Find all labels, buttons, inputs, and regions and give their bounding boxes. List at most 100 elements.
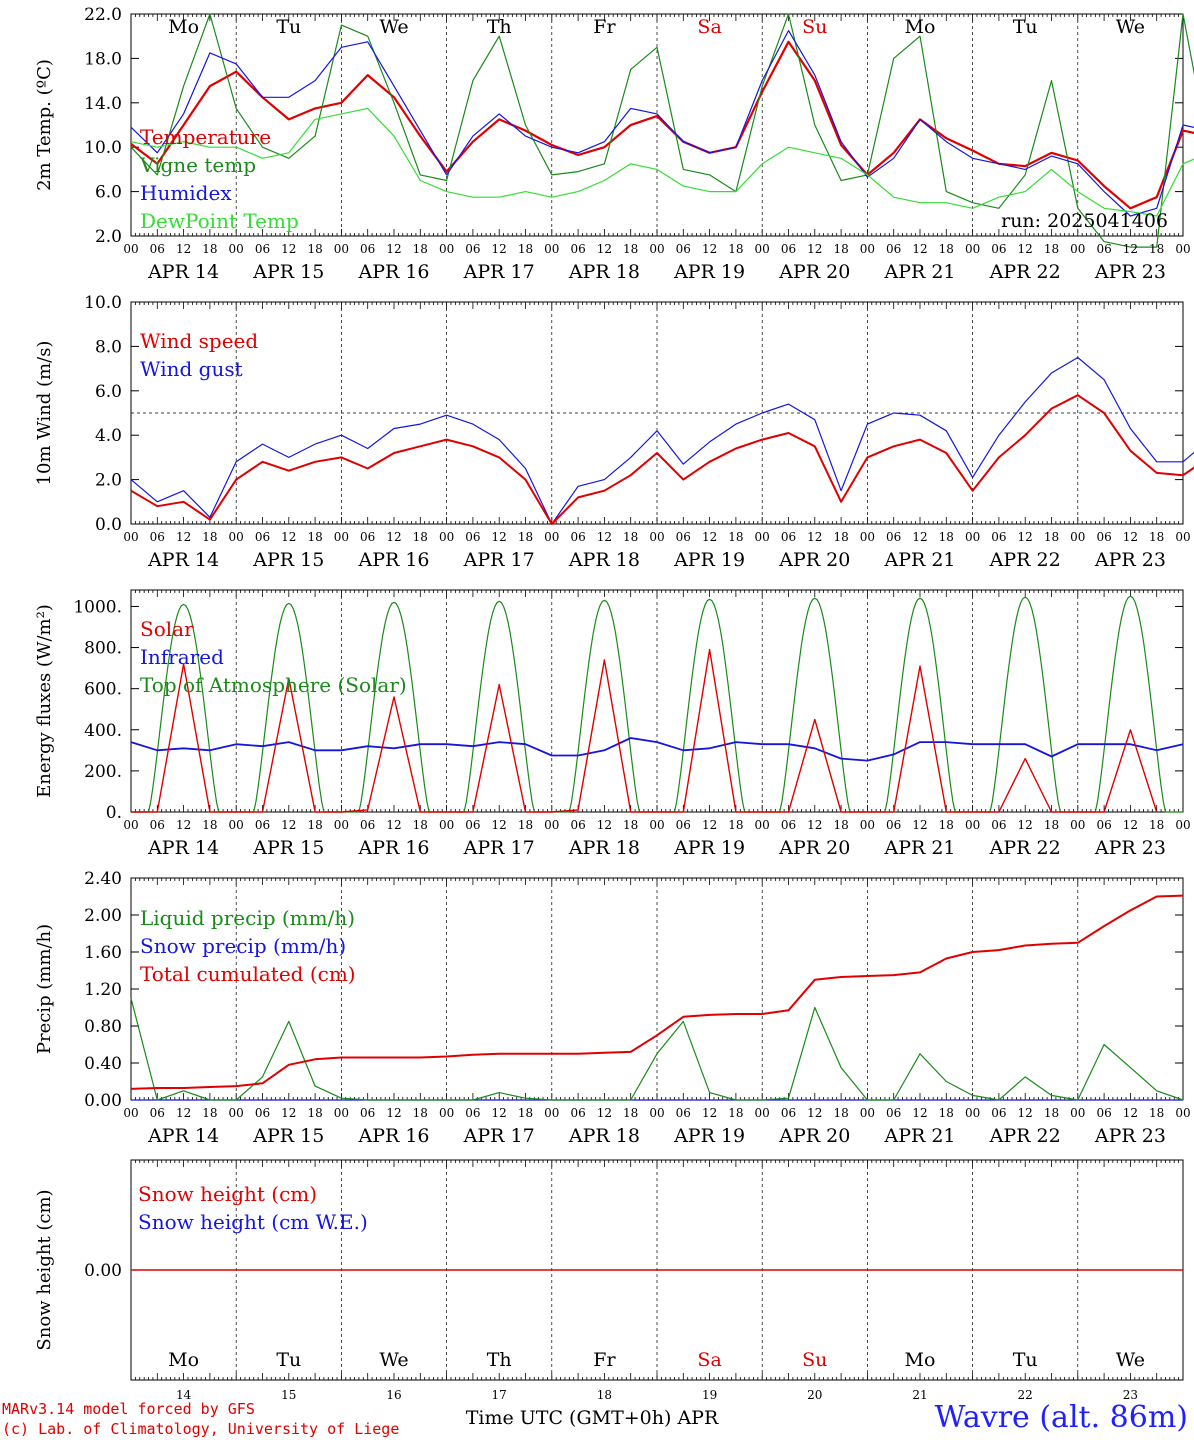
hour-tick-label: 12 bbox=[1018, 1106, 1033, 1120]
hour-tick-label: 18 bbox=[623, 530, 638, 544]
hour-tick-label: 00 bbox=[123, 818, 138, 832]
weekday-label: Mo bbox=[905, 1349, 936, 1371]
hour-tick-label: 18 bbox=[939, 818, 954, 832]
hour-tick-label: 06 bbox=[570, 818, 585, 832]
y-tick-label: 6.0 bbox=[95, 382, 122, 402]
hour-tick-label: 00 bbox=[439, 530, 454, 544]
weekday-label: We bbox=[1116, 1349, 1145, 1371]
hour-tick-label: 12 bbox=[281, 242, 296, 256]
hour-tick-label: 18 bbox=[413, 242, 428, 256]
hour-tick-label: 06 bbox=[781, 242, 796, 256]
hour-tick-label: 00 bbox=[965, 530, 980, 544]
hour-tick-label: 18 bbox=[202, 242, 217, 256]
hour-tick-label: 12 bbox=[1123, 818, 1138, 832]
hour-tick-label: 18 bbox=[518, 530, 533, 544]
y-axis-label-5: Snow height (cm) bbox=[34, 1189, 55, 1350]
hour-tick-label: 00 bbox=[965, 242, 980, 256]
hour-tick-label: 18 bbox=[939, 1106, 954, 1120]
date-label: APR 18 bbox=[568, 1125, 640, 1147]
hour-tick-label: 06 bbox=[150, 530, 165, 544]
series-vigne-temp bbox=[130, 13, 1194, 248]
y-axis-label-4: Precip (mm/h) bbox=[34, 924, 55, 1054]
hour-tick-label: 00 bbox=[439, 242, 454, 256]
series-toa-day bbox=[341, 601, 447, 813]
hour-tick-label: 00 bbox=[123, 530, 138, 544]
hour-tick-label: 12 bbox=[281, 1106, 296, 1120]
hour-tick-label: 06 bbox=[676, 242, 691, 256]
hour-tick-label: 06 bbox=[676, 530, 691, 544]
y-tick-label: 0.0 bbox=[95, 515, 122, 535]
hour-tick-label: 00 bbox=[1175, 1106, 1190, 1120]
hour-tick-label: 18 bbox=[1149, 1106, 1164, 1120]
y-tick-label: 1000. bbox=[73, 597, 122, 617]
hour-tick-label: 00 bbox=[649, 242, 664, 256]
hour-tick-label: 18 bbox=[413, 530, 428, 544]
hour-tick-label: 12 bbox=[807, 1106, 822, 1120]
hour-tick-label: 06 bbox=[886, 242, 901, 256]
date-label: APR 18 bbox=[568, 261, 640, 283]
hour-tick-label: 06 bbox=[1096, 242, 1111, 256]
y-tick-label: 1.20 bbox=[84, 980, 122, 1000]
day-number-label: 19 bbox=[702, 1388, 717, 1402]
hour-tick-label: 00 bbox=[1070, 530, 1085, 544]
hour-tick-label: 18 bbox=[833, 530, 848, 544]
date-label: APR 23 bbox=[1094, 1125, 1166, 1147]
hour-tick-label: 06 bbox=[360, 1106, 375, 1120]
hour-tick-label: 12 bbox=[597, 242, 612, 256]
model-credit: MARv3.14 model forced by GFS bbox=[2, 1400, 255, 1418]
hour-tick-label: 12 bbox=[912, 1106, 927, 1120]
hour-tick-label: 06 bbox=[150, 1106, 165, 1120]
y-tick-label: 0.40 bbox=[84, 1054, 122, 1074]
hour-tick-label: 00 bbox=[229, 530, 244, 544]
y-tick-label: 6.0 bbox=[95, 183, 122, 203]
hour-tick-label: 12 bbox=[912, 242, 927, 256]
hour-tick-label: 00 bbox=[860, 818, 875, 832]
series-total-cumulated bbox=[130, 894, 1184, 1090]
hour-tick-label: 00 bbox=[965, 1106, 980, 1120]
legend-entry: Solar bbox=[140, 617, 194, 641]
hour-tick-label: 18 bbox=[413, 1106, 428, 1120]
hour-tick-label: 12 bbox=[386, 818, 401, 832]
hour-tick-label: 06 bbox=[991, 1106, 1006, 1120]
hour-tick-label: 12 bbox=[386, 242, 401, 256]
hour-tick-label: 06 bbox=[255, 530, 270, 544]
y-tick-label: 2.0 bbox=[95, 471, 122, 491]
hour-tick-label: 06 bbox=[886, 1106, 901, 1120]
hour-tick-label: 18 bbox=[833, 1106, 848, 1120]
date-label: APR 15 bbox=[252, 1125, 324, 1147]
date-label: APR 14 bbox=[147, 1125, 219, 1147]
date-label: APR 23 bbox=[1094, 261, 1166, 283]
hour-tick-label: 12 bbox=[597, 818, 612, 832]
hour-tick-label: 00 bbox=[860, 1106, 875, 1120]
date-label: APR 16 bbox=[357, 549, 429, 571]
hour-tick-label: 12 bbox=[912, 530, 927, 544]
hour-tick-label: 12 bbox=[1123, 1106, 1138, 1120]
hour-tick-label: 18 bbox=[518, 242, 533, 256]
hour-tick-label: 00 bbox=[544, 1106, 559, 1120]
date-label: APR 18 bbox=[568, 549, 640, 571]
hour-tick-label: 00 bbox=[229, 818, 244, 832]
hour-tick-label: 18 bbox=[413, 818, 428, 832]
hour-tick-label: 00 bbox=[123, 242, 138, 256]
hour-tick-label: 06 bbox=[150, 818, 165, 832]
hour-tick-label: 06 bbox=[676, 818, 691, 832]
hour-tick-label: 12 bbox=[386, 530, 401, 544]
date-label: APR 16 bbox=[357, 837, 429, 859]
date-label: APR 22 bbox=[989, 549, 1061, 571]
hour-tick-label: 12 bbox=[807, 242, 822, 256]
hour-tick-label: 18 bbox=[307, 242, 322, 256]
date-label: APR 17 bbox=[463, 837, 535, 859]
date-label: APR 22 bbox=[989, 1125, 1061, 1147]
hour-tick-label: 12 bbox=[176, 1106, 191, 1120]
hour-tick-label: 06 bbox=[570, 242, 585, 256]
weekday-label: Fr bbox=[593, 16, 616, 38]
hour-tick-label: 06 bbox=[886, 818, 901, 832]
hour-tick-label: 06 bbox=[886, 530, 901, 544]
y-tick-label: 10.0 bbox=[84, 293, 122, 313]
hour-tick-label: 18 bbox=[1044, 530, 1059, 544]
hour-tick-label: 18 bbox=[1149, 818, 1164, 832]
hour-tick-label: 06 bbox=[255, 242, 270, 256]
y-axis-label-1: 2m Temp. (ºC) bbox=[34, 59, 55, 191]
hour-tick-label: 06 bbox=[676, 1106, 691, 1120]
hour-tick-label: 06 bbox=[150, 242, 165, 256]
